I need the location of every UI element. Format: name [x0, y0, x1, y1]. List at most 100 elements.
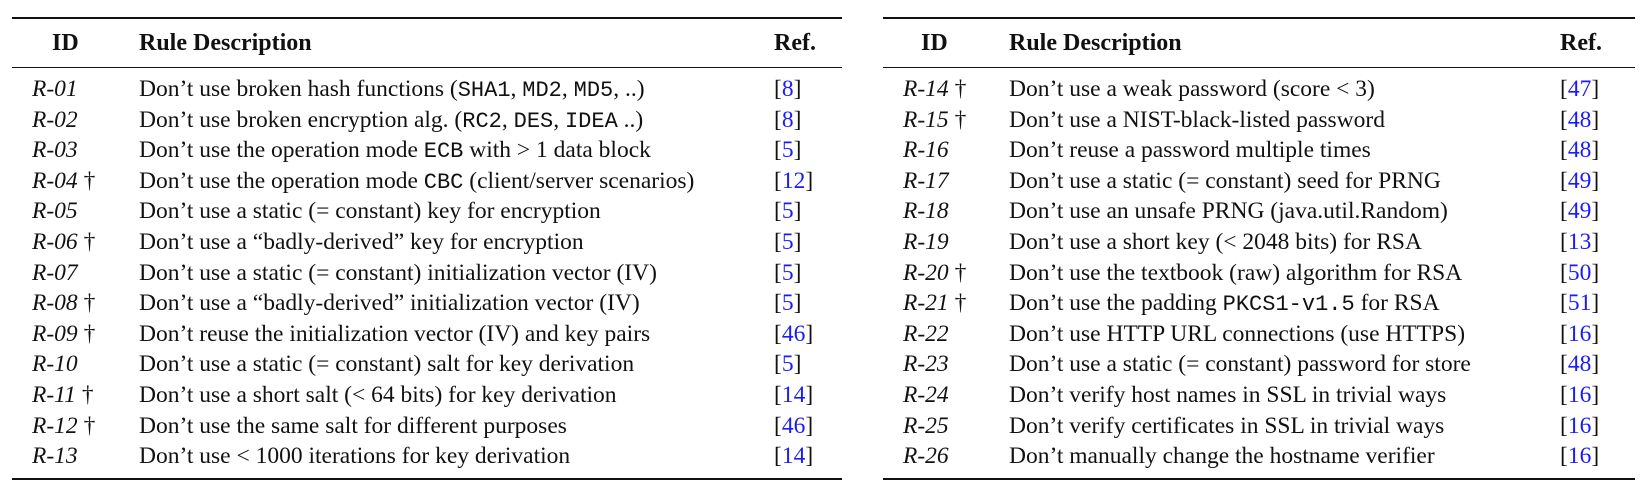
description-text: Don’t verify host names in SSL in trivia…	[1009, 381, 1447, 408]
description-text: Don’t use a static (= constant) salt for…	[139, 351, 635, 378]
description-text: Don’t manually change the hostname verif…	[1009, 443, 1435, 470]
citation-link[interactable]: 48	[1567, 351, 1592, 378]
description-text: (client/server scenarios)	[463, 167, 695, 194]
header-id: ID	[921, 30, 948, 56]
rule-reference: [46]	[774, 411, 813, 442]
rule-description: Don’t use a static (= constant) password…	[1009, 349, 1471, 380]
citation-link[interactable]: 5	[781, 198, 794, 225]
ref-bracket-close: ]	[1591, 320, 1600, 347]
dagger-mark: †	[948, 290, 967, 317]
ref-bracket-close: ]	[1591, 443, 1600, 470]
citation-link[interactable]: 13	[1567, 228, 1592, 255]
rule-reference: [16]	[1560, 380, 1599, 411]
ref-bracket-close: ]	[1591, 290, 1600, 317]
description-text: Don’t use the padding	[1009, 290, 1223, 317]
rule-id: R-10	[32, 349, 78, 380]
description-text: , ..)	[613, 76, 645, 102]
rule-id-text: R-17	[903, 167, 949, 194]
description-text: Don’t reuse the initialization vector (I…	[139, 320, 651, 347]
description-text: Don’t use the same salt for different pu…	[139, 412, 567, 439]
citation-link[interactable]: 5	[781, 228, 794, 255]
ref-bracket-open: [	[774, 137, 782, 164]
rule-reference: [46]	[774, 319, 813, 350]
ref-bracket-close: ]	[793, 137, 802, 164]
ref-bracket-open: [	[1560, 259, 1568, 286]
code-term: IDEA	[564, 108, 618, 134]
dagger-mark: †	[75, 381, 94, 408]
rule-description: Don’t verify certificates in SSL in triv…	[1009, 411, 1444, 442]
citation-link[interactable]: 50	[1567, 259, 1592, 286]
rule-id-text: R-03	[32, 137, 78, 164]
table-row: R-15 † Don’t use a NIST-black-listed pass…	[883, 105, 1635, 136]
ref-bracket-close: ]	[793, 228, 802, 255]
rule-description: Don’t use broken hash functions (SHA1, M…	[139, 74, 645, 107]
dagger-mark: †	[77, 228, 96, 255]
description-text: Don’t use broken hash functions (	[139, 76, 458, 102]
rule-description: Don’t use a short salt (< 64 bits) for k…	[139, 380, 617, 411]
citation-link[interactable]: 5	[781, 259, 794, 286]
ref-bracket-open: [	[1560, 76, 1568, 102]
ref-bracket-open: [	[1560, 137, 1568, 164]
citation-link[interactable]: 5	[781, 137, 794, 164]
citation-link[interactable]: 14	[781, 443, 806, 470]
citation-link[interactable]: 48	[1567, 137, 1592, 164]
table-row: R-09 † Don’t reuse the initialization vec…	[12, 319, 842, 350]
rule-description: Don’t verify host names in SSL in trivia…	[1009, 380, 1446, 411]
rule-description: Don’t use broken encryption alg. (RC2, D…	[139, 105, 643, 138]
ref-bracket-close: ]	[805, 412, 814, 439]
table-row: R-12 † Don’t use the same salt for differ…	[12, 411, 842, 442]
rule-description: Don’t use a static (= constant) initiali…	[139, 258, 657, 289]
citation-link[interactable]: 48	[1567, 106, 1592, 133]
citation-link[interactable]: 8	[781, 76, 794, 102]
rule-description: Don’t use an unsafe PRNG (java.util.Rand…	[1009, 196, 1448, 227]
table-row: R-08 † Don’t use a “badly-derived” initia…	[12, 288, 842, 319]
ref-bracket-open: [	[1560, 198, 1568, 225]
table-header: ID Rule Description Ref.	[883, 19, 1635, 68]
rule-id: R-14 †	[903, 74, 966, 105]
rule-id: R-04 †	[32, 166, 95, 197]
citation-link[interactable]: 49	[1567, 167, 1592, 194]
citation-link[interactable]: 47	[1567, 76, 1592, 102]
ref-bracket-open: [	[1560, 351, 1568, 378]
ref-bracket-close: ]	[1591, 351, 1600, 378]
table-row: R-19 Don’t use a short key (< 2048 bits) …	[883, 227, 1635, 258]
ref-bracket-open: [	[1560, 320, 1568, 347]
citation-link[interactable]: 12	[781, 167, 806, 194]
description-text: Don’t verify certificates in SSL in triv…	[1009, 412, 1445, 439]
table-row: R-22 Don’t use HTTP URL connections (use …	[883, 319, 1635, 350]
rule-description: Don’t manually change the hostname verif…	[1009, 441, 1435, 472]
ref-bracket-close: ]	[805, 167, 814, 194]
ref-bracket-close: ]	[793, 351, 802, 378]
citation-link[interactable]: 16	[1567, 412, 1592, 439]
code-term: MD2	[522, 78, 562, 103]
citation-link[interactable]: 51	[1567, 290, 1592, 317]
ref-bracket-close: ]	[1591, 198, 1600, 225]
description-text: Don’t use broken encryption alg. (	[139, 106, 463, 133]
citation-link[interactable]: 49	[1567, 198, 1592, 225]
citation-link[interactable]: 46	[781, 412, 806, 439]
rule-reference: [12]	[774, 166, 813, 197]
citation-link[interactable]: 16	[1567, 320, 1592, 347]
rule-id-text: R-14	[903, 76, 949, 102]
citation-link[interactable]: 5	[781, 351, 794, 378]
rule-description: Don’t use a “badly-derived” initializati…	[139, 288, 640, 319]
citation-link[interactable]: 46	[781, 320, 806, 347]
table-row: R-11 † Don’t use a short salt (< 64 bits)…	[12, 380, 842, 411]
rule-id: R-09 †	[32, 319, 95, 350]
rule-description: Don’t use < 1000 iterations for key deri…	[139, 441, 570, 472]
rule-reference: [5]	[774, 258, 801, 289]
rule-id: R-03	[32, 135, 78, 166]
ref-bracket-open: [	[774, 351, 782, 378]
citation-link[interactable]: 8	[781, 106, 794, 133]
citation-link[interactable]: 5	[781, 290, 794, 317]
dagger-mark: †	[948, 106, 967, 133]
citation-link[interactable]: 16	[1567, 381, 1592, 408]
table-row: R-26 Don’t manually change the hostname v…	[883, 441, 1635, 472]
table-row: R-04 † Don’t use the operation mode CBC (…	[12, 166, 842, 197]
rule-description: Don’t use HTTP URL connections (use HTTP…	[1009, 319, 1465, 350]
citation-link[interactable]: 16	[1567, 443, 1592, 470]
rule-reference: [48]	[1560, 349, 1599, 380]
rule-id: R-11 †	[32, 380, 94, 411]
rule-id: R-08 †	[32, 288, 95, 319]
citation-link[interactable]: 14	[781, 381, 806, 408]
